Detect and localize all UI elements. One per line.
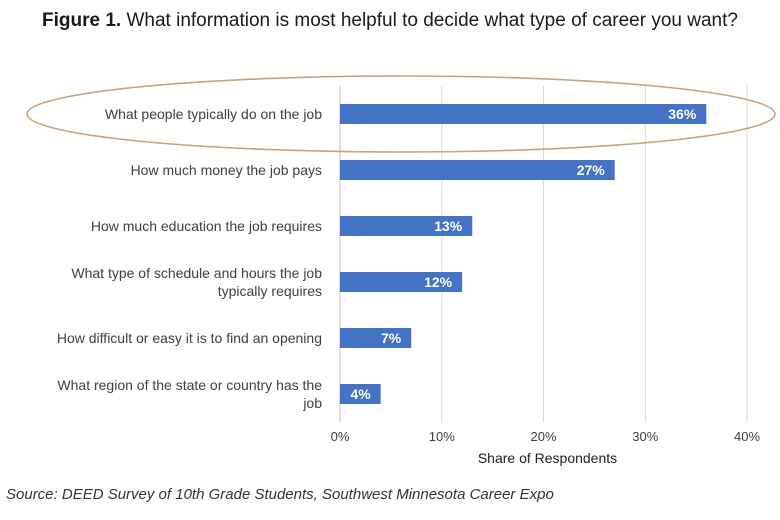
data-label: 13% (434, 218, 463, 234)
x-tick-label: 20% (530, 429, 556, 444)
data-label: 36% (668, 106, 697, 122)
figure-number: Figure 1. (42, 10, 122, 31)
category-label: What type of schedule and hours the job t… (71, 265, 322, 299)
highlight-ellipse (26, 75, 776, 153)
x-tick-label: 0% (331, 429, 350, 444)
category-label: How much education the job requires (91, 218, 322, 234)
bar (340, 104, 707, 124)
bar (340, 216, 473, 236)
bar-chart: 0% 10% 20% 30% 40% 36% What people typically d… (26, 75, 776, 466)
data-label: 4% (350, 386, 371, 402)
bar (340, 160, 615, 180)
figure-title-text: What information is most helpful to deci… (121, 10, 738, 31)
data-label: 12% (424, 274, 453, 290)
category-label: How difficult or easy it is to find an o… (57, 330, 322, 346)
bar (340, 272, 463, 292)
chart-title: Figure 1. What information is most helpf… (0, 10, 780, 32)
source-note: Source: DEED Survey of 10th Grade Studen… (6, 486, 554, 503)
category-label: How much money the job pays (131, 162, 322, 178)
data-label: 7% (381, 330, 402, 346)
x-tick-label: 40% (734, 429, 760, 444)
category-label: What region of the state or country has … (57, 377, 322, 411)
category-label: What people typically do on the job (105, 106, 322, 122)
data-label: 27% (577, 162, 606, 178)
x-axis-title: Share of Respondents (478, 450, 617, 466)
x-tick-label: 30% (632, 429, 658, 444)
bar (340, 328, 412, 348)
bar (340, 384, 381, 404)
x-tick-label: 10% (429, 429, 455, 444)
